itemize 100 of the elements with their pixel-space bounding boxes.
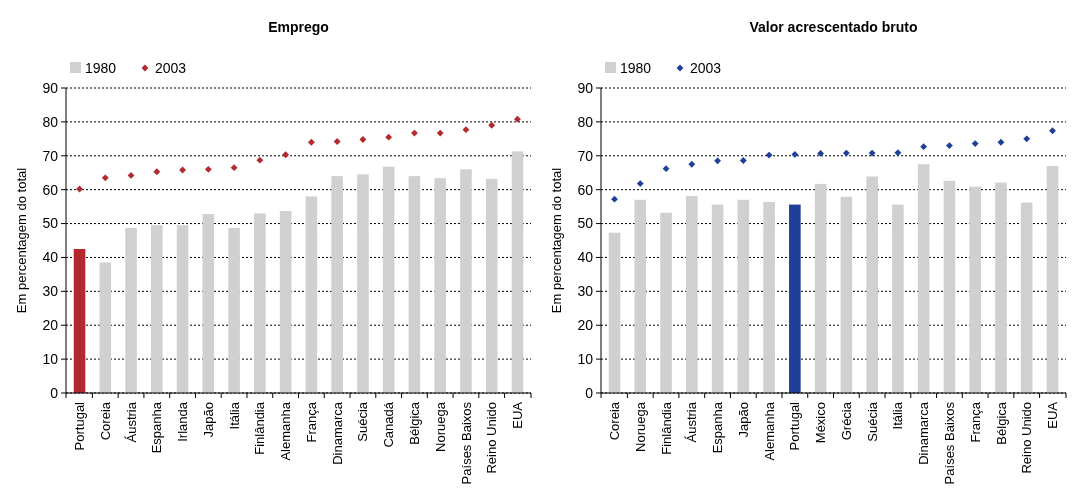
bar (434, 178, 446, 393)
x-tick-label: Canadá (381, 401, 397, 448)
x-tick-label: Alemanha (761, 401, 777, 461)
point (997, 138, 1005, 146)
x-tick-label: Portugal (72, 401, 88, 451)
point (920, 143, 928, 151)
point (662, 165, 670, 173)
bar (737, 199, 750, 393)
x-tick-label: EUA (510, 401, 526, 429)
bar (382, 166, 395, 393)
y-tick-label: 0 (585, 384, 594, 401)
bar (608, 232, 621, 393)
x-tick-label: Coreia (607, 401, 623, 441)
legend-label: 2003 (155, 59, 187, 76)
x-tick-label: Áustria (684, 401, 700, 443)
y-tick-label: 40 (577, 249, 594, 266)
x-tick-label: Áustria (123, 401, 139, 443)
bar (279, 211, 292, 393)
y-tick-label: 80 (577, 113, 594, 130)
point (436, 129, 444, 137)
y-tick-label: 90 (42, 79, 59, 96)
x-tick-label: EUA (1045, 401, 1061, 429)
bar (151, 225, 163, 393)
bar (485, 178, 498, 393)
bar (969, 186, 981, 393)
point (739, 157, 747, 164)
bar (331, 176, 343, 393)
point (817, 149, 825, 157)
x-tick-label: Portugal (787, 401, 803, 451)
y-tick-label: 40 (42, 249, 59, 266)
point (514, 115, 521, 123)
bar (634, 199, 647, 393)
bar (840, 196, 853, 393)
bar (460, 169, 472, 393)
x-tick-label: Bélgica (406, 401, 422, 445)
y-tick-label: 30 (577, 283, 594, 300)
chart-title: Emprego (268, 19, 329, 35)
y-tick-label: 50 (577, 215, 594, 232)
x-tick-label: México (813, 402, 829, 444)
point (868, 149, 876, 157)
bar (814, 183, 827, 393)
bar (408, 176, 421, 393)
bar (995, 182, 1007, 393)
y-axis-title: Em percentagem do total (14, 167, 29, 314)
bar (1046, 165, 1059, 393)
x-tick-label: Itália (890, 401, 906, 430)
point (488, 121, 496, 129)
x-tick-label: França (303, 401, 319, 443)
point (359, 136, 367, 143)
bar (254, 213, 266, 393)
bar (228, 227, 240, 393)
point (946, 142, 953, 150)
x-tick-label: Japão (735, 402, 751, 438)
x-tick-label: Espanha (710, 401, 726, 454)
bar (99, 262, 112, 393)
point (971, 140, 979, 148)
bar (660, 212, 672, 393)
bar (763, 201, 775, 393)
bar (305, 196, 318, 393)
bar (202, 214, 215, 393)
y-tick-label: 10 (42, 351, 59, 368)
bar (917, 164, 930, 393)
x-tick-label: Dinamarca (916, 401, 932, 465)
point (462, 126, 470, 134)
x-tick-label: Países Baixos (458, 401, 474, 485)
bar (511, 151, 524, 393)
legend-label: 2003 (690, 59, 722, 76)
x-tick-label: Coreia (97, 401, 113, 441)
bar (357, 174, 369, 393)
x-tick-label: Dinamarca (329, 401, 345, 465)
y-tick-label: 70 (42, 147, 59, 164)
x-tick-label: Suécia (864, 401, 880, 442)
x-tick-label: Japão (200, 402, 216, 438)
x-tick-label: Noruega (632, 401, 648, 452)
y-tick-label: 90 (577, 79, 594, 96)
point (894, 149, 902, 157)
y-tick-label: 30 (42, 283, 59, 300)
y-tick-label: 0 (50, 384, 59, 401)
y-tick-label: 10 (577, 351, 594, 368)
y-tick-label: 20 (42, 317, 59, 334)
x-tick-label: Irlanda (175, 401, 191, 442)
x-tick-label: França (967, 401, 983, 443)
x-tick-label: Alemanha (278, 401, 294, 461)
y-tick-label: 60 (577, 181, 594, 198)
x-tick-label: Noruega (432, 401, 448, 452)
bar (892, 204, 904, 393)
x-tick-label: Itália (226, 401, 242, 430)
x-tick-label: Espanha (149, 401, 165, 454)
x-tick-label: Finlândia (252, 401, 268, 455)
bar (711, 204, 724, 393)
x-tick-label: Reino Unido (484, 402, 500, 474)
point (636, 180, 644, 187)
point (333, 138, 341, 145)
bar (1020, 202, 1033, 393)
bar (176, 225, 189, 393)
chart-title: Valor acrescentado bruto (749, 19, 918, 35)
point (256, 156, 264, 164)
point (204, 165, 212, 173)
point (714, 157, 721, 165)
y-tick-label: 70 (577, 147, 594, 164)
